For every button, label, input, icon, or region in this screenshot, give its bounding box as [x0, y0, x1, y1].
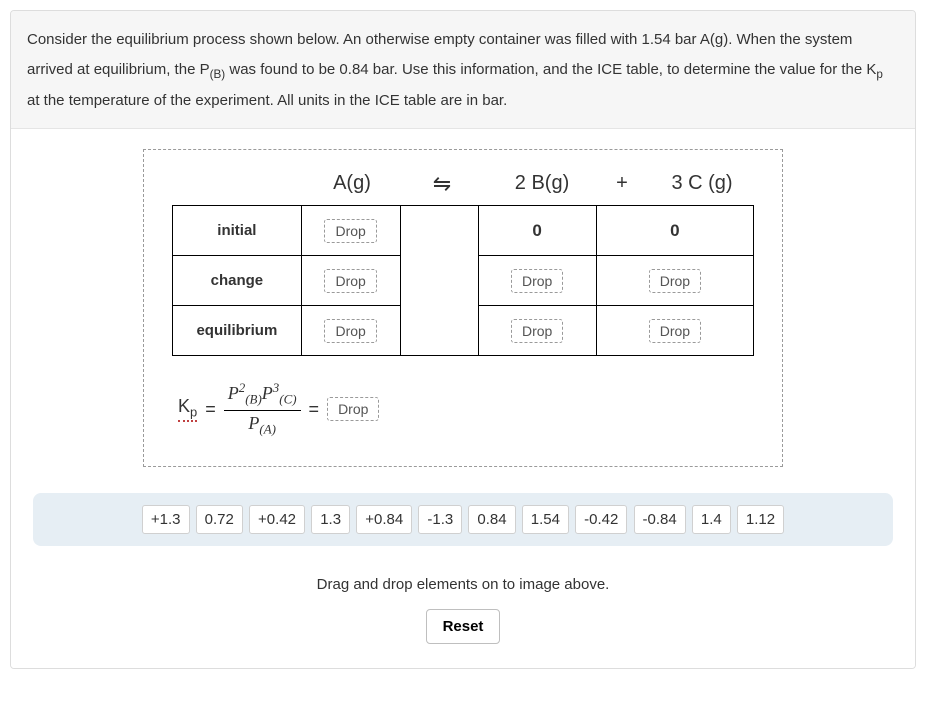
answer-chip[interactable]: +0.42 [249, 505, 305, 534]
prompt-part-2: was found to be 0.84 bar. Use this infor… [225, 61, 876, 78]
equilibrium-arrow-icon: ⇋ [402, 173, 482, 195]
work-area: A(g) ⇋ 2 B(g) + 3 C (g) initial Drop 0 0… [11, 129, 915, 667]
ice-figure: A(g) ⇋ 2 B(g) + 3 C (g) initial Drop 0 0… [143, 149, 783, 466]
table-row: initial Drop 0 0 [173, 206, 754, 256]
drop-zone-eq-a[interactable]: Drop [324, 319, 376, 343]
prompt-text: Consider the equilibrium process shown b… [11, 11, 915, 129]
answer-chip[interactable]: 1.12 [737, 505, 784, 534]
ice-table: initial Drop 0 0 change Drop Drop Drop e… [172, 205, 754, 356]
table-row: equilibrium Drop Drop Drop [173, 306, 754, 356]
answer-chip-bar: +1.3 0.72 +0.42 1.3 +0.84 -1.3 0.84 1.54… [33, 493, 893, 546]
kp-numerator: P2(B)P3(C) [224, 380, 301, 411]
drop-zone-change-c[interactable]: Drop [649, 269, 701, 293]
question-container: Consider the equilibrium process shown b… [10, 10, 916, 669]
reaction-equation: A(g) ⇋ 2 B(g) + 3 C (g) [172, 172, 754, 195]
drag-hint: Drag and drop elements on to image above… [31, 576, 895, 593]
species-c: 3 C (g) [642, 172, 762, 195]
drop-zone-eq-b[interactable]: Drop [511, 319, 563, 343]
initial-c-value: 0 [670, 221, 679, 240]
drop-zone-initial-a[interactable]: Drop [324, 219, 376, 243]
drop-zone-change-a[interactable]: Drop [324, 269, 376, 293]
plus-sign: + [602, 172, 642, 195]
kp-symbol: Kp [178, 396, 197, 423]
kp-fraction: P2(B)P3(C) P(A) [224, 380, 301, 437]
answer-chip[interactable]: +1.3 [142, 505, 190, 534]
reset-button[interactable]: Reset [426, 609, 501, 644]
answer-chip[interactable]: 0.84 [468, 505, 515, 534]
initial-b-value: 0 [532, 221, 541, 240]
kp-expression: Kp = P2(B)P3(C) P(A) = Drop [172, 380, 754, 437]
prompt-part-3: at the temperature of the experiment. Al… [27, 92, 507, 109]
answer-chip[interactable]: 1.4 [692, 505, 731, 534]
table-row: change Drop Drop Drop [173, 256, 754, 306]
species-a: A(g) [302, 172, 402, 195]
answer-chip[interactable]: 1.54 [522, 505, 569, 534]
drop-zone-change-b[interactable]: Drop [511, 269, 563, 293]
species-b: 2 B(g) [482, 172, 602, 195]
equals-1: = [205, 399, 216, 420]
answer-chip[interactable]: 1.3 [311, 505, 350, 534]
kp-denominator: P(A) [244, 411, 280, 438]
drop-zone-eq-c[interactable]: Drop [649, 319, 701, 343]
answer-chip[interactable]: 0.72 [196, 505, 243, 534]
answer-chip[interactable]: -0.42 [575, 505, 627, 534]
prompt-sub-2: p [876, 68, 883, 81]
row-label-equilibrium: equilibrium [173, 306, 302, 356]
answer-chip[interactable]: -1.3 [418, 505, 462, 534]
equals-2: = [309, 399, 320, 420]
row-label-initial: initial [173, 206, 302, 256]
answer-chip[interactable]: +0.84 [356, 505, 412, 534]
drop-zone-kp[interactable]: Drop [327, 397, 379, 421]
answer-chip[interactable]: -0.84 [634, 505, 686, 534]
row-label-change: change [173, 256, 302, 306]
prompt-sub-1: (B) [210, 68, 226, 81]
